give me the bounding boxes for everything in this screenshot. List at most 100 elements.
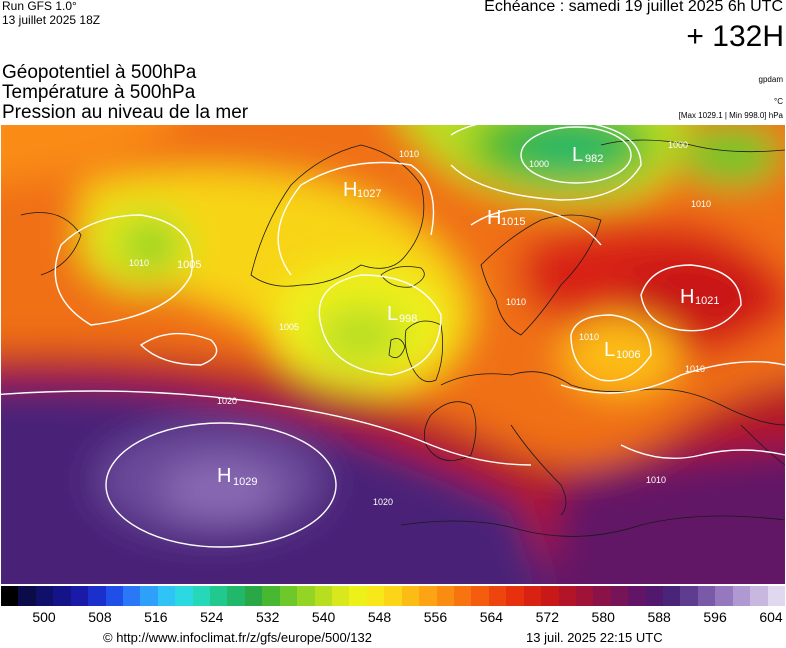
- copyright-url: © http://www.infoclimat.fr/z/gfs/europe/…: [103, 630, 372, 645]
- colorbar-tick-label: 604: [759, 609, 783, 625]
- colorbar-swatch: [35, 586, 54, 606]
- colorbar-tick-label: 548: [367, 609, 392, 625]
- pc-1-value: 1015: [501, 216, 525, 228]
- colorbar-swatch: [262, 586, 280, 606]
- colorbar-tick-label: 588: [647, 609, 671, 625]
- creation-timestamp: 13 juil. 2025 22:15 UTC: [526, 630, 663, 645]
- colorbar-swatch: [645, 586, 664, 606]
- pc-0-letter: H: [343, 179, 357, 201]
- pc-7-letter: H: [217, 465, 231, 487]
- colorbar-swatch: [366, 586, 385, 606]
- title-geopotential: Géopotentiel à 500hPa: [2, 62, 197, 83]
- pc-6-value: 1006: [616, 349, 640, 361]
- colorbar-swatch: [122, 586, 141, 606]
- pressure-center-labels: H 1027 H 1015 L 982 1005 L 998 H 1021 L …: [177, 144, 719, 488]
- colorbar-tick-label: 516: [144, 609, 168, 625]
- colorbar-swatch: [175, 586, 193, 606]
- isobar-label: 1010: [579, 332, 599, 342]
- model-run-label: Run GFS 1.0°: [2, 0, 77, 13]
- colorbar-swatch: [558, 586, 576, 606]
- isobar-label: 1010: [685, 364, 705, 374]
- coastlines: [20, 139, 785, 537]
- pc-4-letter: L: [387, 303, 398, 325]
- isobar-labels: 1000 1010 1005 1010 1010 1020 1010 1020 …: [129, 140, 711, 507]
- colorbar-tick-label: 596: [703, 609, 727, 625]
- colorbar-swatch: [1, 586, 19, 606]
- colorbar-swatch: [750, 586, 768, 606]
- colorbar-swatch: [105, 586, 123, 606]
- colorbar-swatch: [575, 586, 594, 606]
- lead-time: + 132H: [686, 20, 784, 53]
- pc-5-value: 1021: [695, 295, 719, 307]
- colorbar-tick-label: 580: [591, 609, 615, 625]
- pressure-max-min: [Max 1029.1 | Min 998.0] hPa: [678, 111, 783, 120]
- title-pressure: Pression au niveau de la mer: [2, 102, 249, 123]
- colorbar-swatch: [715, 586, 733, 606]
- colorbar-swatch: [610, 586, 629, 606]
- colorbar-swatch: [18, 586, 36, 606]
- colorbar-tick-label: 564: [479, 609, 504, 625]
- isobar-label: 1010: [129, 258, 149, 268]
- pc-6-letter: L: [604, 339, 615, 361]
- colorbar-swatch: [210, 586, 228, 606]
- pc-3-value: 1005: [177, 259, 201, 271]
- isobar-label: 1020: [217, 396, 237, 406]
- isobar-label: 1010: [691, 199, 711, 209]
- isobar-label: 1000: [529, 159, 549, 169]
- colorbar-swatch: [541, 586, 559, 606]
- isobar-label: 1000: [668, 140, 688, 150]
- colorbar-swatch: [332, 586, 350, 606]
- colorbar-swatch: [227, 586, 245, 606]
- run-date: 13 juillet 2025 18Z: [2, 13, 101, 27]
- colorbar-swatch: [297, 586, 315, 606]
- temperature-unit: °C: [774, 97, 783, 106]
- colorbar-swatch: [453, 586, 472, 606]
- geopotential-unit: gpdam: [758, 75, 783, 84]
- geopotential-field: [1, 125, 785, 584]
- colorbar-swatch: [53, 586, 71, 606]
- title-temperature: Température à 500hPa: [2, 82, 196, 103]
- colorbar-swatch: [244, 586, 263, 606]
- colorbar-tick-label: 556: [423, 609, 448, 625]
- colorbar-swatch: [593, 586, 611, 606]
- colorbar-swatch: [384, 586, 402, 606]
- colorbar-swatch: [140, 586, 158, 606]
- colorbar-swatch: [523, 586, 542, 606]
- colorbar-tick-label: 524: [200, 609, 224, 625]
- pc-1-letter: H: [487, 207, 501, 229]
- colorbar-swatch: [732, 586, 751, 606]
- colorbar-swatch: [436, 586, 454, 606]
- colorbar-swatch: [70, 586, 89, 606]
- colorbar-tick-label: 532: [256, 609, 280, 625]
- isobar-label: 1010: [506, 297, 526, 307]
- forecast-valid-time: Echéance : samedi 19 juillet 2025 6h UTC: [484, 0, 783, 15]
- pc-2-letter: L: [572, 144, 583, 166]
- colorbar-swatch: [697, 586, 716, 606]
- isobar-label: 1010: [399, 149, 419, 159]
- colorbar-ticks: 500 508 516 524 532 540 548 556 564 572 580 588 596 6…: [0, 609, 786, 627]
- isobars: [1, 125, 785, 548]
- colorbar-swatch: [506, 586, 524, 606]
- colorbar-swatch: [680, 586, 698, 606]
- colorbar-swatch: [88, 586, 106, 606]
- isobar-label: 1010: [646, 475, 666, 485]
- colorbar-swatch: [471, 586, 489, 606]
- colorbar-swatch: [767, 586, 785, 606]
- colorbar-swatch: [419, 586, 437, 606]
- colorbar-swatch: [349, 586, 367, 606]
- isobar-label: 1005: [279, 322, 299, 332]
- colorbar-swatch: [628, 586, 646, 606]
- colorbar-swatch: [279, 586, 298, 606]
- geopotential-colorbar: [1, 586, 785, 606]
- weather-map: H 1027 H 1015 L 982 1005 L 998 H 1021 L …: [1, 125, 785, 584]
- isobar-label: 1020: [373, 497, 393, 507]
- pc-4-value: 998: [399, 313, 417, 325]
- colorbar-swatch: [401, 586, 420, 606]
- colorbar-tick-label: 540: [311, 609, 336, 625]
- pc-0-value: 1027: [357, 188, 381, 200]
- colorbar-swatch: [192, 586, 211, 606]
- pc-5-letter: H: [680, 286, 694, 308]
- pc-7-value: 1029: [233, 476, 257, 488]
- colorbar-swatch: [157, 586, 176, 606]
- colorbar-tick-label: 508: [88, 609, 112, 625]
